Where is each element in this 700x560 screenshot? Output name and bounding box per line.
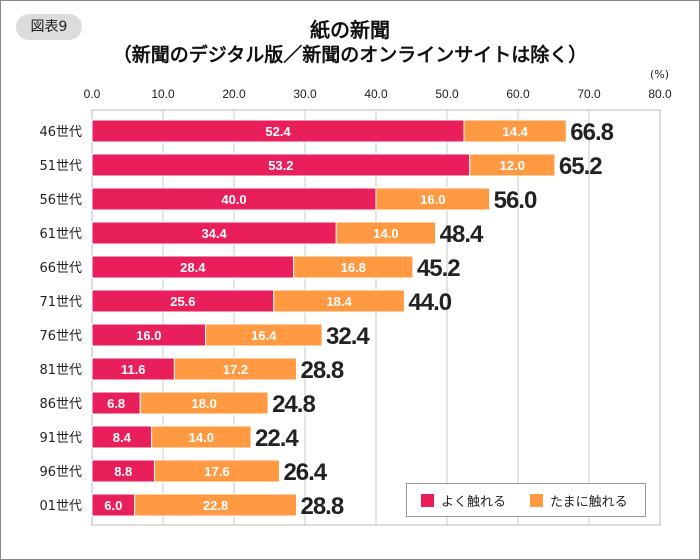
- category-label: 66世代: [39, 261, 82, 276]
- figure-badge: 図表9: [16, 14, 82, 40]
- x-tick-label: 10.0: [151, 87, 175, 101]
- total-label: 45.2: [417, 255, 460, 282]
- x-tick-label: 40.0: [364, 87, 388, 101]
- bar-segment-sometimes: [134, 493, 297, 517]
- legend-item-often: よく触れる: [421, 491, 506, 510]
- legend-swatch-often: [421, 493, 434, 507]
- data-label: 52.4: [265, 124, 291, 139]
- x-tick-label: 20.0: [222, 87, 246, 101]
- bar-segment-sometimes: [153, 459, 280, 483]
- category-label: 76世代: [39, 329, 82, 344]
- bar-segment-sometimes: [463, 119, 567, 143]
- category-label: 56世代: [39, 193, 82, 208]
- x-tick-label: 30.0: [293, 87, 317, 101]
- category-label: 51世代: [39, 159, 82, 174]
- data-label: 17.6: [204, 464, 229, 479]
- bar-segment-sometimes: [173, 357, 297, 381]
- category-label: 61世代: [39, 227, 82, 242]
- total-label: 28.8: [300, 357, 343, 384]
- data-label: 25.6: [170, 294, 195, 309]
- bar-segment-sometimes: [273, 289, 405, 313]
- data-label: 16.4: [251, 328, 277, 343]
- x-tick-label: 80.0: [648, 87, 672, 101]
- category-label: 46世代: [39, 125, 82, 140]
- data-label: 17.2: [223, 362, 248, 377]
- x-tick-label: 0.0: [84, 87, 101, 101]
- total-label: 65.2: [559, 153, 602, 180]
- total-label: 48.4: [440, 221, 484, 248]
- bar-segment-sometimes: [139, 391, 269, 415]
- data-label: 6.8: [107, 396, 125, 411]
- bar-segment-sometimes: [205, 323, 323, 347]
- legend-item-sometimes: たまに触れる: [530, 491, 628, 510]
- data-label: 18.4: [326, 294, 352, 309]
- x-tick-label: 70.0: [577, 87, 601, 101]
- total-label: 66.8: [570, 119, 613, 146]
- data-label: 14.0: [373, 226, 398, 241]
- data-label: 16.8: [341, 260, 366, 275]
- data-label: 16.0: [420, 192, 445, 207]
- total-label: 56.0: [494, 187, 537, 214]
- category-label: 71世代: [39, 295, 82, 310]
- total-label: 32.4: [326, 323, 370, 350]
- data-label: 8.4: [113, 430, 132, 445]
- data-label: 14.4: [503, 124, 529, 139]
- legend-label-often: よく触れる: [441, 494, 507, 510]
- x-tick-label: 50.0: [435, 87, 459, 101]
- total-label: 44.0: [408, 289, 451, 316]
- bar-segment-sometimes: [293, 255, 414, 279]
- total-label: 24.8: [272, 391, 315, 418]
- data-label: 8.8: [114, 464, 132, 479]
- legend: よく触れる たまに触れる: [406, 483, 646, 517]
- unit-label: (%): [650, 68, 670, 81]
- category-label: 91世代: [39, 431, 82, 446]
- data-label: 53.2: [268, 158, 293, 173]
- data-label: 22.8: [203, 498, 228, 513]
- category-label: 96世代: [39, 465, 82, 480]
- chart-subtitle: （新聞のデジタル版／新聞のオンラインサイトは除く）: [112, 44, 588, 66]
- chart-title: 紙の新聞: [310, 18, 390, 42]
- bar-segment-sometimes: [469, 153, 556, 177]
- legend-swatch-sometimes: [530, 493, 544, 507]
- x-tick-label: 60.0: [506, 87, 530, 101]
- total-label: 28.8: [300, 493, 343, 520]
- total-label: 22.4: [255, 425, 299, 452]
- data-label: 18.0: [192, 396, 217, 411]
- data-label: 28.4: [180, 260, 206, 275]
- bar-segment-sometimes: [151, 425, 252, 449]
- data-label: 16.0: [136, 328, 161, 343]
- bar-segment-sometimes: [375, 187, 491, 211]
- category-label: 81世代: [39, 363, 82, 378]
- data-label: 6.0: [104, 498, 122, 513]
- data-label: 34.4: [201, 226, 227, 241]
- category-label: 86世代: [39, 397, 82, 412]
- data-label: 14.0: [189, 430, 214, 445]
- data-label: 40.0: [221, 192, 246, 207]
- data-label: 11.6: [121, 362, 146, 377]
- category-label: 01世代: [39, 499, 82, 514]
- bar-segment-sometimes: [335, 221, 437, 245]
- data-label: 12.0: [500, 158, 525, 173]
- legend-label-sometimes: たまに触れる: [550, 494, 628, 510]
- total-label: 26.4: [283, 459, 327, 486]
